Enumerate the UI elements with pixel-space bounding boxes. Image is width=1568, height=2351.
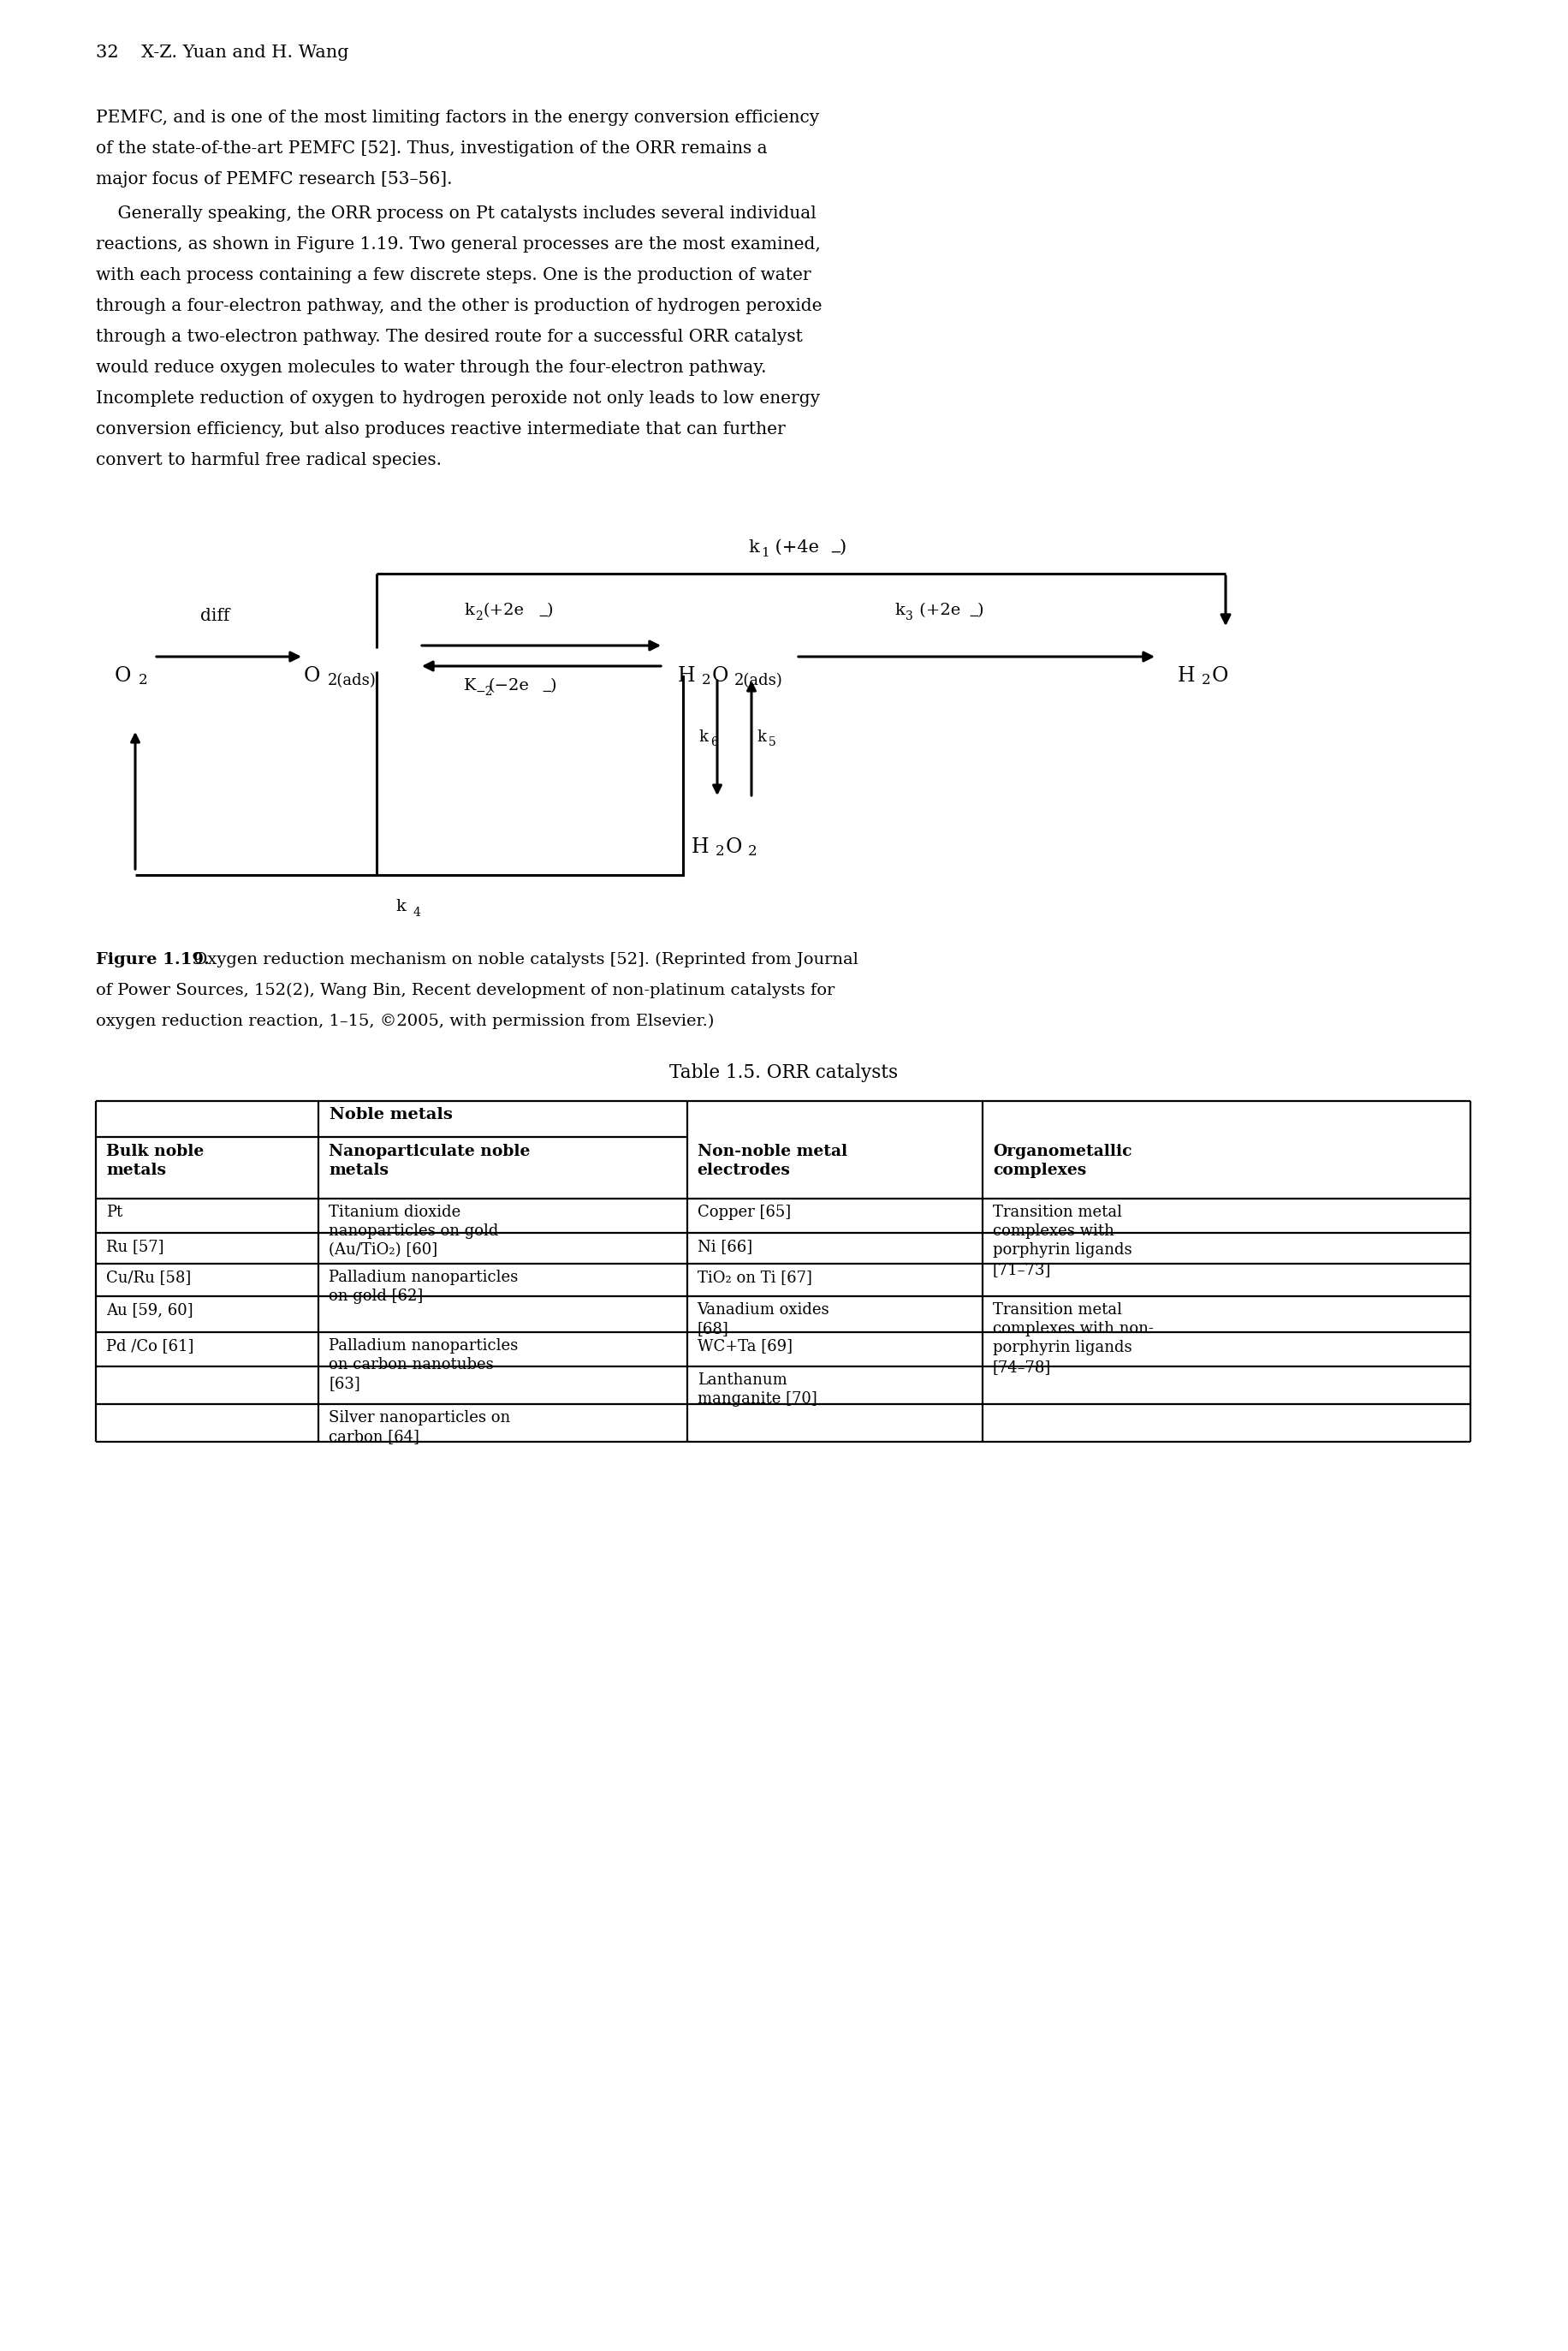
Text: TiO₂ on Ti [67]: TiO₂ on Ti [67]	[698, 1270, 812, 1286]
Text: Ru [57]: Ru [57]	[107, 1239, 165, 1255]
Text: O: O	[726, 837, 743, 858]
Text: Copper [65]: Copper [65]	[698, 1204, 790, 1220]
Text: Noble metals: Noble metals	[329, 1107, 453, 1121]
Text: −: −	[967, 611, 978, 623]
Text: Organometallic
complexes: Organometallic complexes	[993, 1145, 1132, 1178]
Text: 2(ads): 2(ads)	[328, 672, 376, 689]
Text: 2: 2	[702, 672, 710, 686]
Text: ): )	[550, 677, 557, 694]
Text: major focus of PEMFC research [53–56].: major focus of PEMFC research [53–56].	[96, 172, 452, 188]
Text: ): )	[977, 602, 983, 618]
Text: −: −	[829, 545, 842, 560]
Text: convert to harmful free radical species.: convert to harmful free radical species.	[96, 451, 442, 468]
Text: of Power Sources, 152(2), Wang Bin, Recent development of non-platinum catalysts: of Power Sources, 152(2), Wang Bin, Rece…	[96, 983, 834, 999]
Text: k: k	[894, 602, 905, 618]
Text: conversion efficiency, but also produces reactive intermediate that can further: conversion efficiency, but also produces…	[96, 421, 786, 437]
Text: 4: 4	[414, 907, 420, 919]
Text: k: k	[395, 898, 406, 915]
Text: Vanadium oxides
[68]: Vanadium oxides [68]	[698, 1302, 829, 1338]
Text: Oxygen reduction mechanism on noble catalysts [52]. (Reprinted from Journal: Oxygen reduction mechanism on noble cata…	[188, 952, 858, 969]
Text: 2: 2	[748, 844, 757, 858]
Text: k: k	[748, 538, 759, 555]
Text: k: k	[757, 729, 767, 745]
Text: O: O	[304, 665, 320, 686]
Text: 32    X-Z. Yuan and H. Wang: 32 X-Z. Yuan and H. Wang	[96, 45, 348, 61]
Text: through a two-electron pathway. The desired route for a successful ORR catalyst: through a two-electron pathway. The desi…	[96, 329, 803, 346]
Text: Figure 1.19.: Figure 1.19.	[96, 952, 210, 969]
Text: of the state-of-the-art PEMFC [52]. Thus, investigation of the ORR remains a: of the state-of-the-art PEMFC [52]. Thus…	[96, 141, 767, 158]
Text: (+2e: (+2e	[483, 602, 525, 618]
Text: Lanthanum
manganite [70]: Lanthanum manganite [70]	[698, 1373, 817, 1406]
Text: Pd /Co [61]: Pd /Co [61]	[107, 1338, 194, 1354]
Text: H: H	[691, 837, 709, 858]
Text: Titanium dioxide
nanoparticles on gold
(Au/TiO₂) [60]: Titanium dioxide nanoparticles on gold (…	[329, 1204, 499, 1258]
Text: H: H	[677, 665, 696, 686]
Text: Bulk noble
metals: Bulk noble metals	[107, 1145, 204, 1178]
Text: −: −	[538, 611, 549, 623]
Text: WC+Ta [69]: WC+Ta [69]	[698, 1338, 792, 1354]
Text: (−2e: (−2e	[488, 677, 528, 694]
Text: Cu/Ru [58]: Cu/Ru [58]	[107, 1270, 191, 1286]
Text: reactions, as shown in Figure 1.19. Two general processes are the most examined,: reactions, as shown in Figure 1.19. Two …	[96, 237, 820, 252]
Text: 6: 6	[710, 736, 718, 748]
Text: diff: diff	[201, 609, 229, 623]
Text: 5: 5	[768, 736, 776, 748]
Text: Table 1.5. ORR catalysts: Table 1.5. ORR catalysts	[670, 1063, 898, 1081]
Text: Nanoparticulate noble
metals: Nanoparticulate noble metals	[329, 1145, 530, 1178]
Text: Incomplete reduction of oxygen to hydrogen peroxide not only leads to low energy: Incomplete reduction of oxygen to hydrog…	[96, 390, 820, 407]
Text: Silver nanoparticles on
carbon [64]: Silver nanoparticles on carbon [64]	[329, 1411, 511, 1444]
Text: K: K	[464, 677, 477, 694]
Text: Palladium nanoparticles
on gold [62]: Palladium nanoparticles on gold [62]	[329, 1270, 517, 1305]
Text: PEMFC, and is one of the most limiting factors in the energy conversion efficien: PEMFC, and is one of the most limiting f…	[96, 110, 820, 127]
Text: Ni [66]: Ni [66]	[698, 1239, 753, 1255]
Text: 2(ads): 2(ads)	[734, 672, 782, 689]
Text: 2: 2	[715, 844, 724, 858]
Text: k: k	[464, 602, 474, 618]
Text: Pt: Pt	[107, 1204, 122, 1220]
Text: with each process containing a few discrete steps. One is the production of wate: with each process containing a few discr…	[96, 268, 811, 284]
Text: Non-noble metal
electrodes: Non-noble metal electrodes	[698, 1145, 847, 1178]
Text: −: −	[541, 686, 552, 698]
Text: ): )	[547, 602, 554, 618]
Text: through a four-electron pathway, and the other is production of hydrogen peroxid: through a four-electron pathway, and the…	[96, 299, 822, 315]
Text: 1: 1	[760, 548, 770, 560]
Text: H: H	[1178, 665, 1195, 686]
Text: Transition metal
complexes with
porphyrin ligands
[71–73]: Transition metal complexes with porphyri…	[993, 1204, 1132, 1277]
Text: (+2e: (+2e	[914, 602, 961, 618]
Text: ): )	[839, 538, 847, 555]
Text: −2: −2	[475, 686, 494, 698]
Text: 2: 2	[138, 672, 147, 686]
Text: oxygen reduction reaction, 1–15, ©2005, with permission from Elsevier.): oxygen reduction reaction, 1–15, ©2005, …	[96, 1013, 713, 1030]
Text: would reduce oxygen molecules to water through the four-electron pathway.: would reduce oxygen molecules to water t…	[96, 360, 767, 376]
Text: O: O	[712, 665, 729, 686]
Text: k: k	[698, 729, 707, 745]
Text: Transition metal
complexes with non-
porphyrin ligands
[74–78]: Transition metal complexes with non- por…	[993, 1302, 1154, 1375]
Text: Au [59, 60]: Au [59, 60]	[107, 1302, 193, 1317]
Text: O: O	[114, 665, 132, 686]
Text: (+4e: (+4e	[770, 538, 818, 555]
Text: O: O	[1212, 665, 1229, 686]
Text: Palladium nanoparticles
on carbon nanotubes
[63]: Palladium nanoparticles on carbon nanotu…	[329, 1338, 517, 1392]
Text: 2: 2	[1201, 672, 1210, 686]
Text: Generally speaking, the ORR process on Pt catalysts includes several individual: Generally speaking, the ORR process on P…	[96, 205, 817, 221]
Text: 3: 3	[906, 611, 913, 623]
Text: 2: 2	[475, 611, 483, 623]
